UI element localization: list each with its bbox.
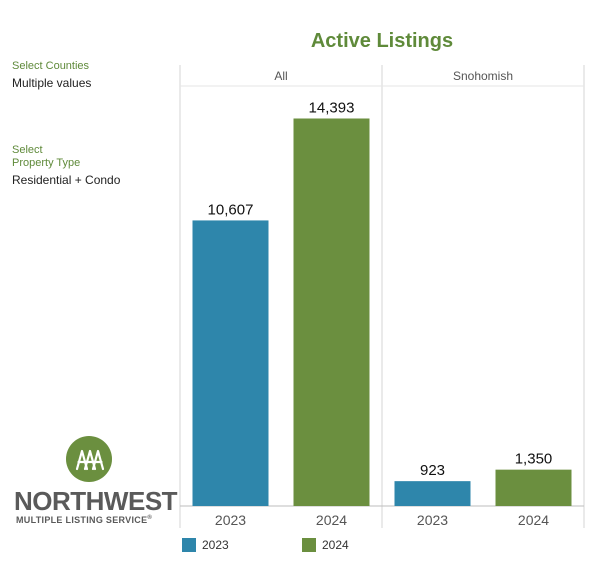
legend-item-2023[interactable]: 2023 bbox=[182, 538, 229, 552]
logo-subtitle: MULTIPLE LISTING SERVICE® bbox=[16, 515, 166, 525]
x-tick-label-all-2024: 2024 bbox=[316, 512, 347, 528]
logo-subtitle-text: MULTIPLE LISTING SERVICE bbox=[16, 515, 148, 525]
bar-snohomish-2023 bbox=[394, 481, 471, 506]
panel-header-all: All bbox=[274, 69, 287, 83]
nwmls-logo: NORTHWEST MULTIPLE LISTING SERVICE® bbox=[14, 436, 178, 528]
property-type-value[interactable]: Residential + Condo bbox=[12, 173, 121, 187]
logo-registered-mark: ® bbox=[147, 515, 153, 521]
legend-swatch-2024 bbox=[302, 538, 316, 552]
logo-name: NORTHWEST bbox=[14, 486, 178, 516]
x-tick-label-snohomish-2023: 2023 bbox=[417, 512, 448, 528]
counties-filter-value[interactable]: Multiple values bbox=[12, 76, 92, 90]
property-type-label-line2: Property Type bbox=[12, 157, 81, 169]
legend-item-2024[interactable]: 2024 bbox=[302, 538, 349, 552]
bar-all-2023 bbox=[192, 220, 269, 506]
chart-title: Active Listings bbox=[310, 30, 454, 52]
panel-header-snohomish: Snohomish bbox=[453, 69, 513, 83]
legend-swatch-2023 bbox=[182, 538, 196, 552]
data-label-snohomish-2023: 923 bbox=[420, 462, 445, 479]
x-tick-label-snohomish-2024: 2024 bbox=[518, 512, 549, 528]
counties-filter[interactable]: Select Counties Multiple values bbox=[12, 60, 91, 90]
logo-emblem-icon bbox=[66, 436, 112, 482]
property-type-label-line1: Select bbox=[12, 144, 43, 156]
bar-snohomish-2024 bbox=[495, 469, 572, 506]
data-label-all-2024: 14,393 bbox=[309, 99, 355, 116]
data-label-snohomish-2024: 1,350 bbox=[515, 451, 553, 468]
x-tick-label-all-2023: 2023 bbox=[215, 512, 246, 528]
property-type-filter[interactable]: Select Property Type Residential + Condo bbox=[12, 144, 120, 187]
counties-filter-label: Select Counties bbox=[12, 60, 90, 72]
data-label-all-2023: 10,607 bbox=[208, 201, 254, 218]
legend-label-2023: 2023 bbox=[202, 538, 229, 552]
bar-all-2024 bbox=[293, 118, 370, 506]
legend: 2023 2024 bbox=[182, 538, 482, 556]
legend-label-2024: 2024 bbox=[322, 538, 349, 552]
